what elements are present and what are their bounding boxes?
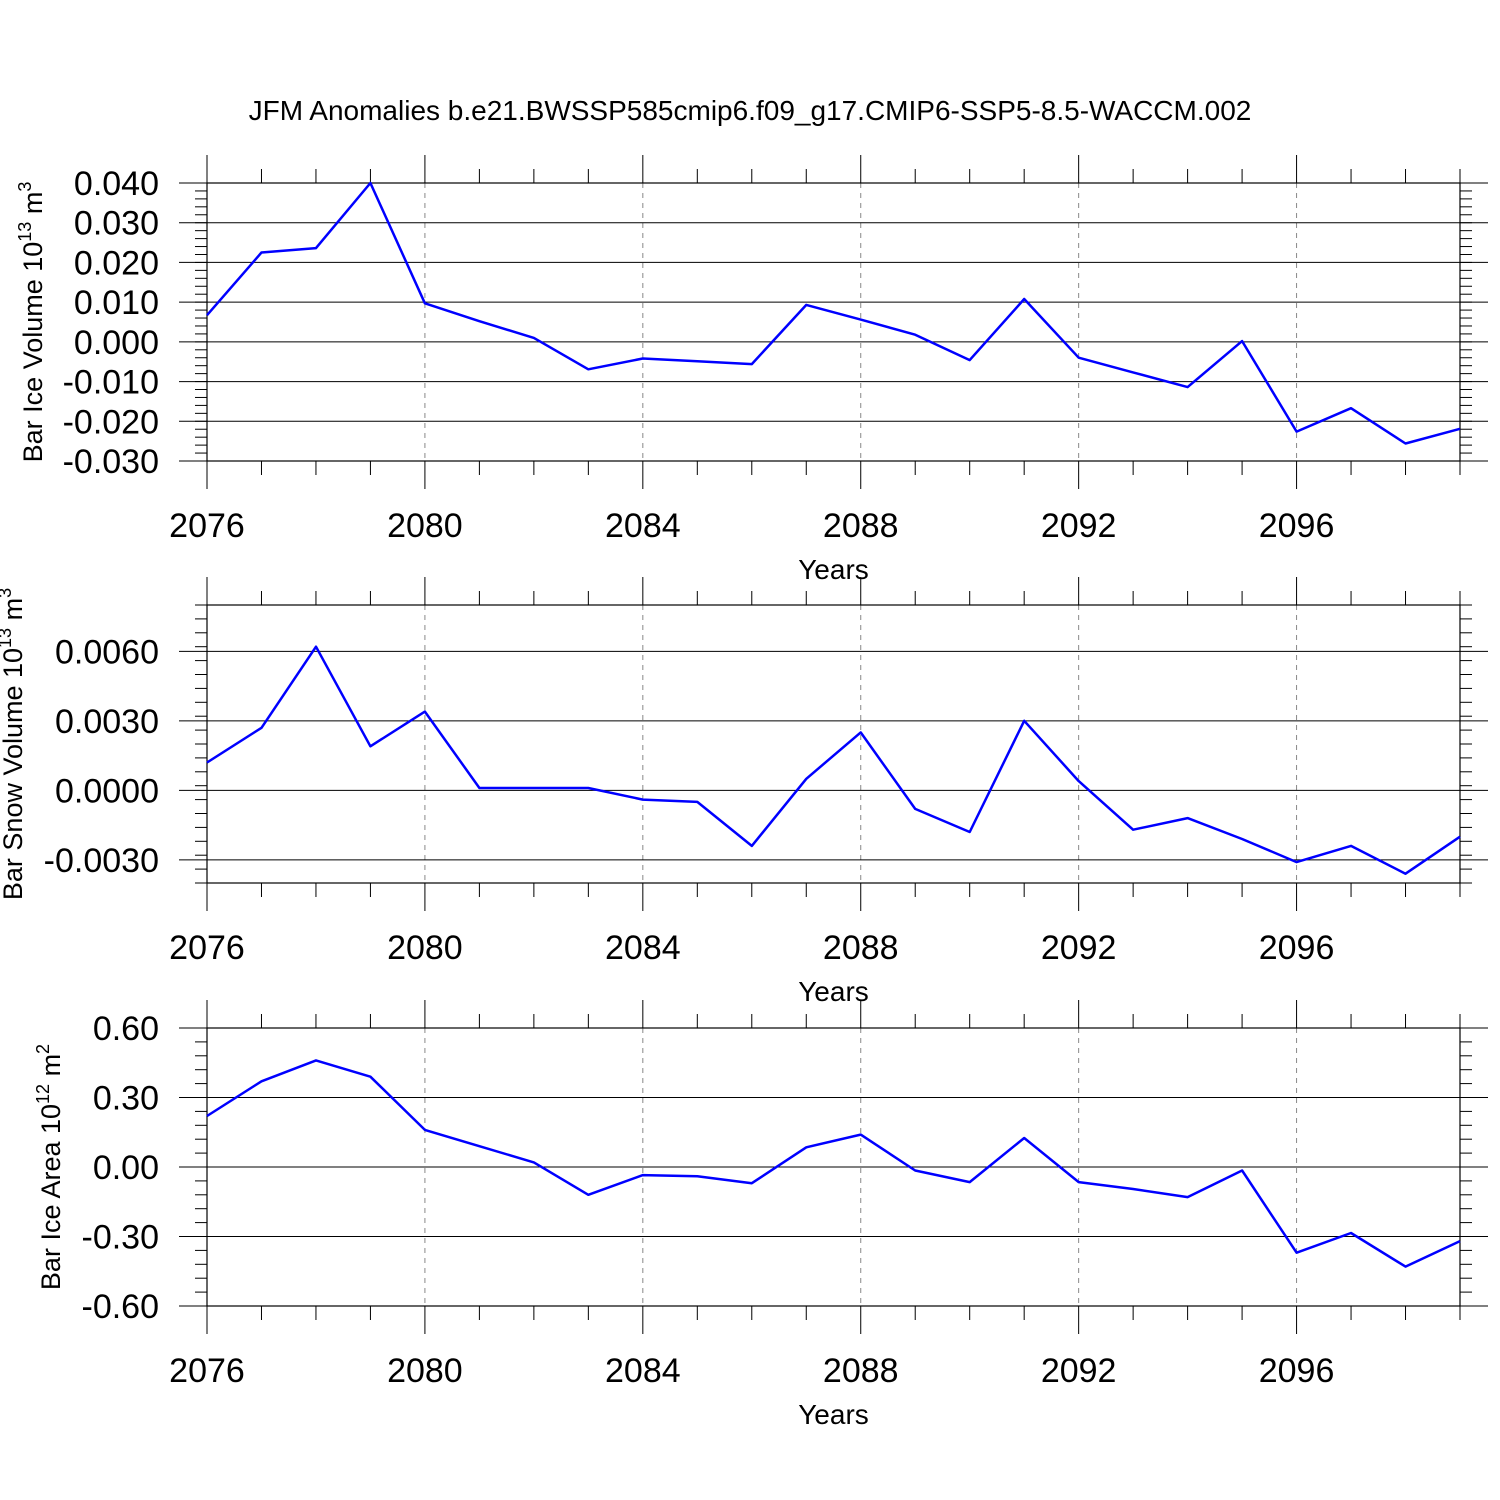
y-tick-label: 0.000 [74, 324, 159, 362]
y-axis-label-superscript: 3 [0, 588, 15, 598]
y-tick-label: -0.010 [63, 364, 159, 402]
y-tick-label: 0.0060 [55, 633, 159, 671]
y-axis-label-superscript: 13 [0, 628, 15, 648]
y-axis-label-superscript: 13 [15, 222, 35, 242]
x-axis-label: Years [798, 976, 869, 1007]
y-axis-label-part: m [18, 192, 48, 222]
y-axis-label-part: m [36, 1054, 66, 1084]
x-axis-label: Years [798, 554, 869, 585]
y-axis-label-superscript: 2 [33, 1044, 53, 1054]
y-axis-label: Bar Ice Area 1012 m2 [33, 1044, 66, 1290]
y-tick-label: 0.0000 [55, 772, 159, 810]
x-tick-label: 2088 [823, 507, 899, 545]
x-tick-label: 2076 [169, 1352, 245, 1390]
y-tick-label: 0.020 [74, 244, 159, 282]
x-tick-label: 2080 [387, 1352, 463, 1390]
x-tick-label: 2076 [169, 929, 245, 967]
y-tick-label: -0.020 [63, 403, 159, 441]
y-axis-label-superscript: 12 [33, 1084, 53, 1104]
x-tick-label: 2076 [169, 507, 245, 545]
figure-title: JFM Anomalies b.e21.BWSSP585cmip6.f09_g1… [249, 95, 1252, 126]
y-tick-label: -0.030 [63, 443, 159, 481]
x-tick-label: 2096 [1259, 507, 1335, 545]
x-tick-label: 2092 [1041, 929, 1117, 967]
y-axis-label-part: Bar Snow Volume 10 [0, 648, 28, 900]
x-tick-label: 2088 [823, 1352, 899, 1390]
x-tick-label: 2096 [1259, 1352, 1335, 1390]
y-tick-label: -0.0030 [44, 842, 159, 880]
y-axis-label-part: m [0, 598, 28, 628]
plot-frame [206, 604, 1461, 884]
y-axis-label-superscript: 3 [15, 182, 35, 192]
x-tick-label: 2088 [823, 929, 899, 967]
y-tick-label: -0.30 [82, 1219, 160, 1257]
y-tick-label: 0.00 [93, 1149, 159, 1187]
series-line [206, 181, 1461, 445]
y-axis-label-part: Bar Ice Volume 10 [18, 242, 48, 463]
y-tick-label: 0.60 [93, 1010, 159, 1048]
y-axis-label-part: Bar Ice Area 10 [36, 1104, 66, 1290]
series-line [206, 645, 1461, 875]
x-tick-label: 2080 [387, 507, 463, 545]
series-line [206, 1059, 1461, 1268]
x-tick-label: 2084 [605, 1352, 681, 1390]
y-tick-label: 0.30 [93, 1080, 159, 1118]
x-axis-label: Years [798, 1399, 869, 1430]
y-tick-label: 0.030 [74, 205, 159, 243]
y-tick-label: 0.010 [74, 284, 159, 322]
y-axis-label: Bar Snow Volume 1013 m3 [0, 588, 28, 900]
panel-ice-volume: 0.0400.0300.0200.0100.000-0.010-0.020-0.… [15, 155, 1488, 585]
x-tick-label: 2092 [1041, 507, 1117, 545]
x-tick-label: 2084 [605, 507, 681, 545]
x-tick-label: 2092 [1041, 1352, 1117, 1390]
y-tick-label: 0.040 [74, 165, 159, 203]
x-tick-label: 2084 [605, 929, 681, 967]
x-tick-label: 2080 [387, 929, 463, 967]
panel-snow-volume: 0.0060 0.0030 0.0000 -0.0030 2076 2080 2084 208… [0, 577, 1488, 1007]
x-tick-label: 2096 [1259, 929, 1335, 967]
plot-frame [206, 1027, 1461, 1307]
y-axis-label: Bar Ice Volume 1013 m3 [15, 182, 48, 463]
plot-frame [206, 182, 1461, 462]
y-tick-label: -0.60 [82, 1288, 160, 1326]
y-tick-label: 0.0030 [55, 703, 159, 741]
